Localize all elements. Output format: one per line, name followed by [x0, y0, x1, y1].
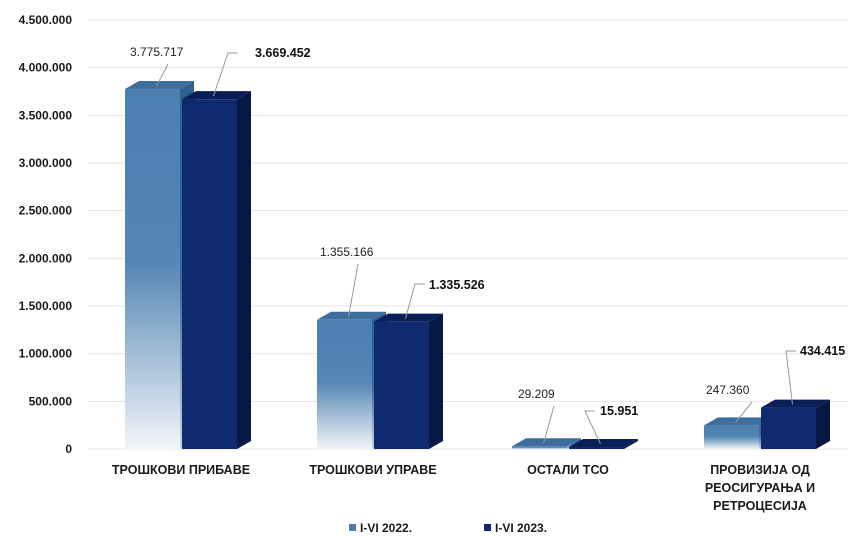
x-axis: ТРОШКОВИ ПРИБАВЕ ТРОШКОВИ УПРАВЕ ОСТАЛИ ТС…	[112, 463, 815, 513]
bar-2022-top	[512, 438, 581, 447]
y-tick-label: 1.000.000	[19, 347, 73, 361]
bar-2023	[761, 407, 816, 449]
bar-2023-top	[761, 399, 830, 408]
y-tick-label: 1.500.000	[19, 299, 73, 313]
data-label-2023: 15.951	[600, 404, 638, 418]
bar-2023	[182, 99, 237, 450]
data-label-2023: 1.335.526	[429, 278, 485, 292]
data-labels: 3.775.717 3.669.452 1.355.166 1.335.526 29.2…	[130, 45, 845, 418]
data-label-2022: 1.355.166	[320, 245, 374, 259]
leader-line-2023	[785, 350, 796, 405]
y-tick-label: 0	[65, 442, 72, 456]
bar-2023-top	[374, 313, 443, 322]
y-tick-label: 4.500.000	[19, 13, 73, 27]
bar-2023-side	[624, 439, 638, 449]
bar-2023-side	[237, 91, 251, 450]
category-label: ТРОШКОВИ УПРАВЕ	[309, 463, 436, 477]
bar-2022	[125, 89, 180, 449]
y-tick-label: 2.500.000	[19, 204, 73, 218]
category-label: ТРОШКОВИ ПРИБАВЕ	[112, 463, 250, 477]
bar-2022	[512, 446, 567, 449]
legend-label-2022: I-VI 2022.	[360, 521, 412, 535]
bar-2023	[569, 447, 624, 449]
bar-2022-top	[704, 417, 773, 426]
data-label-2023: 434.415	[800, 344, 845, 358]
y-tick-label: 3.500.000	[19, 108, 73, 122]
leader-line-2023	[405, 283, 425, 319]
bar-2023-top	[569, 439, 638, 447]
bar-2023-top	[182, 91, 251, 100]
bar-2023	[374, 321, 429, 449]
y-tick-label: 3.000.000	[19, 156, 73, 170]
leader-line-2022	[156, 63, 169, 87]
bars	[125, 81, 830, 450]
leader-line-2023	[584, 410, 601, 445]
y-axis: 0 500.000 1.000.000 1.500.000 2.000.000 2.500…	[19, 13, 73, 456]
leader-line-2022	[735, 401, 753, 423]
data-label-2022: 247.360	[706, 383, 750, 397]
category-label: ОСТАЛИ ТСО	[527, 463, 609, 477]
bar-2023-side	[816, 399, 830, 449]
bar-2022-top	[125, 81, 194, 90]
leader-line-2023	[213, 52, 238, 97]
legend-label-2023: I-VI 2023.	[495, 521, 547, 535]
bar-2023-side	[429, 313, 443, 449]
bar-2022	[317, 319, 372, 449]
leader-line-2022	[348, 263, 359, 317]
bar-2022-top	[317, 311, 386, 320]
y-tick-label: 2.000.000	[19, 251, 73, 265]
category-label: ПРОВИЗИЈА ОД	[710, 463, 810, 477]
legend-swatch-2022	[349, 524, 356, 531]
data-label-2023: 3.669.452	[255, 46, 311, 60]
data-label-2022: 3.775.717	[130, 45, 184, 59]
leader-line-2022	[543, 405, 555, 444]
y-tick-label: 500.000	[29, 394, 73, 408]
category-label: РЕОСИГУРАЊА И	[705, 481, 815, 495]
bar-2022	[704, 425, 759, 449]
y-tick-label: 4.000.000	[19, 61, 73, 75]
data-label-2022: 29.209	[518, 387, 555, 401]
leader-lines	[156, 52, 796, 445]
legend-swatch-2023	[484, 524, 491, 531]
legend: I-VI 2022. I-VI 2023.	[349, 521, 547, 535]
category-label: РЕТРОЦЕСИЈА	[713, 499, 807, 513]
